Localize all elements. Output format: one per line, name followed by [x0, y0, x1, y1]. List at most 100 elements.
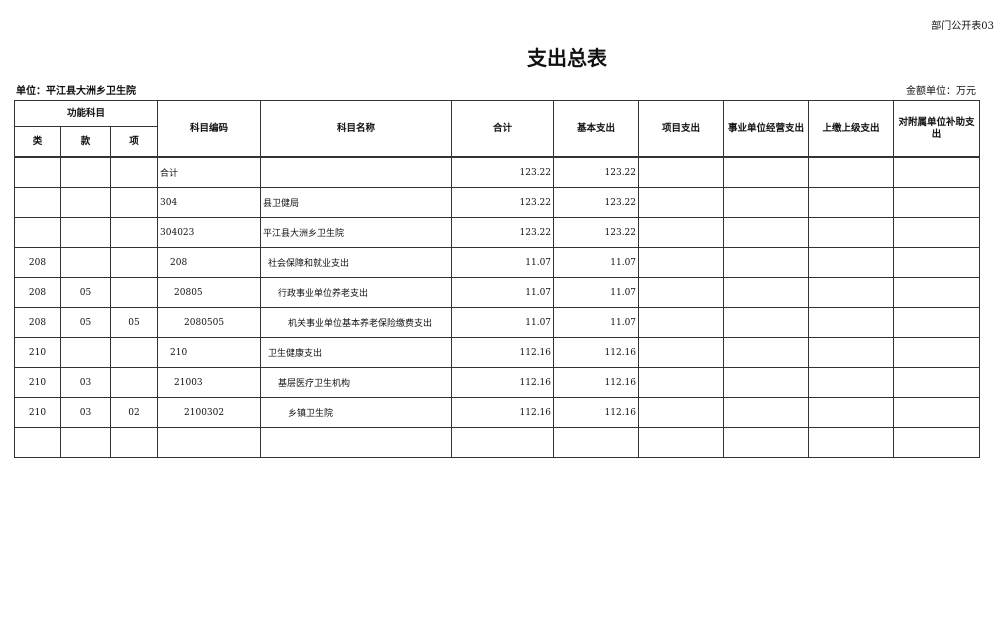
table-row	[14, 427, 981, 458]
cell-name: 卫生健康支出	[260, 337, 453, 368]
header-total: 合计	[451, 100, 555, 158]
cell-basic: 11.07	[553, 277, 640, 308]
cell-project	[638, 367, 725, 398]
cell-upper	[808, 277, 895, 308]
cell-basic: 123.22	[553, 217, 640, 248]
cell-code: 304	[157, 187, 262, 218]
cell-xiang	[109, 187, 159, 218]
cell-business	[723, 277, 810, 308]
cell-name: 基层医疗卫生机构	[260, 367, 453, 398]
cell-kuan	[60, 247, 111, 278]
cell-kuan: 03	[60, 367, 111, 398]
cell-subsidy	[893, 247, 981, 278]
cell-name: 社会保障和就业支出	[260, 247, 453, 278]
table-row: 304 县卫健局 123.22 123.22	[14, 187, 981, 218]
header-kuan: 款	[60, 126, 111, 158]
cell-name: 乡镇卫生院	[260, 397, 453, 428]
cell-subsidy	[893, 397, 981, 428]
cell-kuan: 05	[60, 277, 111, 308]
cell-code: 2080505	[157, 307, 262, 338]
cell-lei	[14, 217, 61, 248]
cell-upper	[808, 307, 895, 338]
cell-upper	[808, 427, 895, 458]
cell-xiang: 05	[109, 307, 159, 338]
header-xiang: 项	[109, 126, 159, 158]
cell-code: 2100302	[157, 397, 262, 428]
header-basic: 基本支出	[553, 100, 640, 158]
header-code: 科目编码	[157, 100, 262, 158]
cell-business	[723, 337, 810, 368]
cell-subsidy	[893, 156, 981, 188]
cell-basic: 123.22	[553, 187, 640, 218]
header-project: 项目支出	[638, 100, 725, 158]
cell-project	[638, 337, 725, 368]
cell-project	[638, 397, 725, 428]
expenditure-table: 功能科目 科目编码 科目名称 合计 基本支出 项目支出 事业单位经营支出 上缴上…	[13, 100, 981, 458]
cell-kuan: 03	[60, 397, 111, 428]
cell-project	[638, 307, 725, 338]
cell-lei: 208	[14, 247, 61, 278]
cell-project	[638, 427, 725, 458]
cell-kuan: 05	[60, 307, 111, 338]
cell-subsidy	[893, 217, 981, 248]
cell-name: 平江县大洲乡卫生院	[260, 217, 453, 248]
cell-lei: 210	[14, 397, 61, 428]
cell-upper	[808, 156, 895, 188]
cell-name	[260, 156, 453, 188]
cell-xiang	[109, 337, 159, 368]
cell-project	[638, 187, 725, 218]
cell-project	[638, 217, 725, 248]
cell-lei	[14, 156, 61, 188]
cell-code: 21003	[157, 367, 262, 398]
cell-total: 123.22	[451, 217, 555, 248]
cell-total: 11.07	[451, 247, 555, 278]
table-row: 208 05 05 2080505 机关事业单位基本养老保险缴费支出 11.07 11.07	[14, 307, 981, 338]
cell-subsidy	[893, 337, 981, 368]
cell-business	[723, 187, 810, 218]
cell-kuan	[60, 337, 111, 368]
cell-name: 县卫健局	[260, 187, 453, 218]
cell-total	[451, 427, 555, 458]
cell-upper	[808, 367, 895, 398]
cell-subsidy	[893, 307, 981, 338]
cell-total: 112.16	[451, 337, 555, 368]
cell-code: 208	[157, 247, 262, 278]
cell-subsidy	[893, 187, 981, 218]
table-row: 210 03 02 2100302 乡镇卫生院 112.16 112.16	[14, 397, 981, 428]
cell-name: 行政事业单位养老支出	[260, 277, 453, 308]
cell-subsidy	[893, 367, 981, 398]
table-row: 合计 123.22 123.22	[14, 156, 981, 188]
cell-basic	[553, 427, 640, 458]
cell-basic: 112.16	[553, 367, 640, 398]
cell-business	[723, 397, 810, 428]
cell-code: 20805	[157, 277, 262, 308]
cell-lei: 208	[14, 307, 61, 338]
cell-xiang	[109, 217, 159, 248]
cell-basic: 123.22	[553, 156, 640, 188]
cell-lei: 210	[14, 367, 61, 398]
cell-lei	[14, 427, 61, 458]
cell-upper	[808, 187, 895, 218]
cell-subsidy	[893, 427, 981, 458]
unit-label: 单位：平江县大洲乡卫生院	[16, 86, 136, 97]
cell-kuan	[60, 427, 111, 458]
cell-xiang	[109, 427, 159, 458]
cell-project	[638, 156, 725, 188]
page-title: 支出总表	[527, 46, 607, 70]
cell-basic: 112.16	[553, 337, 640, 368]
table-row: 210 03 21003 基层医疗卫生机构 112.16 112.16	[14, 367, 981, 398]
table-row: 208 05 20805 行政事业单位养老支出 11.07 11.07	[14, 277, 981, 308]
cell-kuan	[60, 156, 111, 188]
cell-basic: 112.16	[553, 397, 640, 428]
form-number: 部门公开表03	[931, 21, 994, 32]
cell-name: 机关事业单位基本养老保险缴费支出	[260, 307, 453, 338]
cell-kuan	[60, 187, 111, 218]
cell-subsidy	[893, 277, 981, 308]
table-row: 210 210 卫生健康支出 112.16 112.16	[14, 337, 981, 368]
cell-code: 210	[157, 337, 262, 368]
cell-kuan	[60, 217, 111, 248]
cell-xiang	[109, 367, 159, 398]
cell-code: 304023	[157, 217, 262, 248]
cell-business	[723, 156, 810, 188]
